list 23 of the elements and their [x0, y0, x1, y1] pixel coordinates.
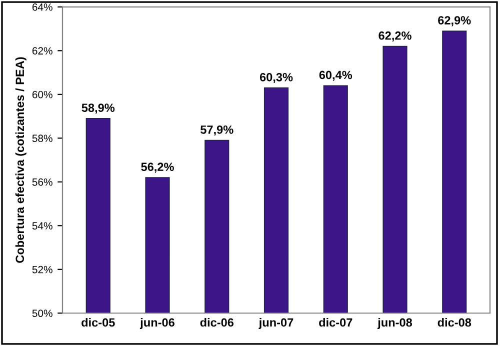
y-tick-label: 50% [32, 310, 52, 318]
text: 62,2% [378, 31, 412, 42]
y-tick-label: 64% [32, 3, 52, 11]
text: 62,9% [438, 16, 471, 26]
y-tick-label: 60% [32, 90, 52, 98]
y-tick-label: 56% [32, 178, 52, 186]
x-tick-label: jun-07 [258, 318, 294, 329]
text: 58,9% [82, 104, 115, 114]
text: 57,9% [200, 125, 234, 136]
x-tick-label: jun-06 [140, 318, 174, 329]
y-tick-label: 62% [32, 47, 52, 55]
text: 60,3% [260, 72, 293, 84]
y-tick-label: 54% [32, 222, 52, 230]
x-tick-label: dic-06 [200, 318, 234, 327]
x-tick-label: dic-07 [319, 318, 352, 327]
y-tick-label: 52% [32, 266, 52, 274]
x-tick-label: jun-08 [377, 318, 412, 329]
x-tick-label: dic-05 [82, 318, 115, 327]
y-axis-title: Cobertura efectiva (cotizantes / PEA) [15, 57, 26, 263]
y-tick-label: 58% [32, 134, 52, 142]
x-tick-label: dic-08 [438, 318, 472, 327]
text: 60,4% [319, 70, 352, 81]
text: 56,2% [141, 162, 174, 173]
